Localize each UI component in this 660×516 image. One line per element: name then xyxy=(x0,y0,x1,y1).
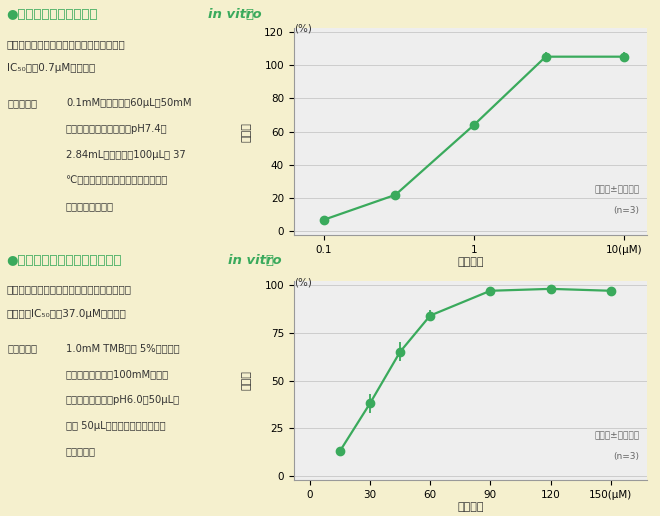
Text: しました。: しました。 xyxy=(66,446,96,456)
Text: (%): (%) xyxy=(294,277,312,287)
Text: IC₅₀値は0.7μMでした。: IC₅₀値は0.7μMでした。 xyxy=(7,63,95,73)
Text: in vitro: in vitro xyxy=(228,254,281,267)
Text: ルムアミドを含む100mMリン酸: ルムアミドを含む100mMリン酸 xyxy=(66,369,169,379)
Text: (%): (%) xyxy=(294,23,312,33)
Text: ●過酸化水素消去作用（: ●過酸化水素消去作用（ xyxy=(7,8,98,21)
Text: メサラジンは過酸化水素消去作用を示し、: メサラジンは過酸化水素消去作用を示し、 xyxy=(7,39,125,49)
Text: し、そのIC₅₀値は37.0μMでした。: し、そのIC₅₀値は37.0μMでした。 xyxy=(7,309,127,318)
X-axis label: 薬物濃度: 薬物濃度 xyxy=(457,257,484,267)
Text: ）: ） xyxy=(265,254,273,267)
Text: 「方　法」: 「方 法」 xyxy=(8,98,38,108)
Text: リン酸緩衝生理食塩液（pH7.4）: リン酸緩衝生理食塩液（pH7.4） xyxy=(66,124,168,134)
X-axis label: 薬物濃度: 薬物濃度 xyxy=(457,503,484,512)
Text: メサラジンは次亜塩素酸イオン消去作用を示: メサラジンは次亜塩素酸イオン消去作用を示 xyxy=(7,284,131,294)
Text: 消去率: 消去率 xyxy=(241,370,251,391)
Text: カリウム緩衝液（pH6.0）50μLと: カリウム緩衝液（pH6.0）50μLと xyxy=(66,395,180,405)
Text: 2.84mLおよび薬物100μLを 37: 2.84mLおよび薬物100μLを 37 xyxy=(66,150,185,159)
Text: in vitro: in vitro xyxy=(208,8,261,21)
Text: (n=3): (n=3) xyxy=(614,452,640,461)
Text: (n=3): (n=3) xyxy=(614,205,640,215)
Text: 「方　法」: 「方 法」 xyxy=(8,343,38,353)
Text: 1.0mM TMB及び 5%ジメチホ: 1.0mM TMB及び 5%ジメチホ xyxy=(66,343,180,353)
Text: を測定しました。: を測定しました。 xyxy=(66,201,114,211)
Text: 消去率: 消去率 xyxy=(241,122,251,141)
Text: 0.1mM過酸化水素60μL、50mM: 0.1mM過酸化水素60μL、50mM xyxy=(66,98,191,108)
Text: ●次亜塩素酸イオン消去作用（: ●次亜塩素酸イオン消去作用（ xyxy=(7,254,122,267)
Text: 平均値±標準誤差: 平均値±標準誤差 xyxy=(595,432,640,441)
Text: 薬物 50μLを加え、吸光度を測定: 薬物 50μLを加え、吸光度を測定 xyxy=(66,421,166,430)
Text: 平均値±標準誤差: 平均値±標準誤差 xyxy=(595,185,640,194)
Text: ℃でインキュベーションし蛍光強度: ℃でインキュベーションし蛍光強度 xyxy=(66,175,167,185)
Text: ）: ） xyxy=(246,8,253,21)
